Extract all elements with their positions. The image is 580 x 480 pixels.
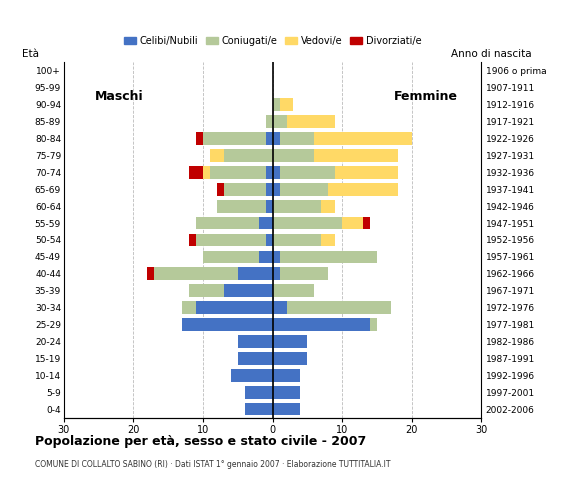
Bar bbox=[342, 217, 363, 229]
Bar bbox=[238, 352, 273, 365]
Bar bbox=[196, 301, 273, 314]
Bar bbox=[280, 251, 377, 263]
Bar bbox=[273, 115, 287, 128]
Bar bbox=[182, 318, 273, 331]
Bar bbox=[370, 318, 377, 331]
Bar bbox=[266, 234, 273, 246]
Bar bbox=[217, 183, 224, 196]
Bar bbox=[266, 132, 273, 145]
Bar bbox=[266, 200, 273, 213]
Bar bbox=[224, 183, 266, 196]
Bar bbox=[280, 183, 328, 196]
Bar bbox=[321, 234, 335, 246]
Bar bbox=[280, 98, 293, 111]
Bar bbox=[196, 132, 203, 145]
Bar bbox=[314, 132, 412, 145]
Bar bbox=[287, 115, 335, 128]
Bar bbox=[210, 149, 224, 162]
Bar bbox=[217, 200, 266, 213]
Bar bbox=[231, 369, 273, 382]
Text: Maschi: Maschi bbox=[95, 90, 144, 103]
Bar bbox=[273, 335, 307, 348]
Text: Femmine: Femmine bbox=[394, 90, 458, 103]
Bar bbox=[224, 149, 273, 162]
Bar bbox=[328, 183, 398, 196]
Bar bbox=[273, 369, 300, 382]
Bar bbox=[154, 267, 238, 280]
Bar bbox=[273, 166, 280, 179]
Bar bbox=[203, 251, 259, 263]
Bar bbox=[273, 98, 280, 111]
Bar bbox=[363, 217, 370, 229]
Bar bbox=[280, 267, 328, 280]
Bar bbox=[266, 115, 273, 128]
Bar bbox=[238, 267, 273, 280]
Bar bbox=[266, 183, 273, 196]
Bar bbox=[224, 284, 273, 297]
Bar bbox=[147, 267, 154, 280]
Bar bbox=[189, 166, 203, 179]
Bar bbox=[273, 352, 307, 365]
Bar bbox=[280, 132, 314, 145]
Bar bbox=[238, 335, 273, 348]
Bar bbox=[189, 284, 224, 297]
Bar bbox=[245, 386, 273, 398]
Bar bbox=[273, 149, 314, 162]
Bar bbox=[273, 318, 370, 331]
Bar bbox=[189, 234, 196, 246]
Bar bbox=[273, 132, 280, 145]
Text: Popolazione per età, sesso e stato civile - 2007: Popolazione per età, sesso e stato civil… bbox=[35, 435, 366, 448]
Text: Anno di nascita: Anno di nascita bbox=[451, 49, 531, 59]
Bar bbox=[273, 267, 280, 280]
Bar bbox=[203, 132, 266, 145]
Bar bbox=[273, 200, 321, 213]
Bar bbox=[321, 200, 335, 213]
Bar bbox=[273, 301, 287, 314]
Bar bbox=[273, 234, 321, 246]
Bar bbox=[287, 301, 391, 314]
Bar bbox=[314, 149, 398, 162]
Bar bbox=[259, 217, 273, 229]
Bar bbox=[196, 234, 266, 246]
Bar bbox=[273, 403, 300, 416]
Bar bbox=[210, 166, 266, 179]
Bar bbox=[273, 284, 314, 297]
Bar bbox=[182, 301, 196, 314]
Text: COMUNE DI COLLALTO SABINO (RI) · Dati ISTAT 1° gennaio 2007 · Elaborazione TUTTI: COMUNE DI COLLALTO SABINO (RI) · Dati IS… bbox=[35, 460, 390, 469]
Bar bbox=[280, 166, 335, 179]
Bar bbox=[273, 251, 280, 263]
Bar bbox=[245, 403, 273, 416]
Bar bbox=[273, 386, 300, 398]
Bar bbox=[273, 217, 342, 229]
Text: Età: Età bbox=[22, 49, 39, 59]
Bar bbox=[335, 166, 398, 179]
Bar bbox=[273, 183, 280, 196]
Bar bbox=[259, 251, 273, 263]
Bar bbox=[266, 166, 273, 179]
Bar bbox=[203, 166, 210, 179]
Bar bbox=[196, 217, 259, 229]
Legend: Celibi/Nubili, Coniugati/e, Vedovi/e, Divorziati/e: Celibi/Nubili, Coniugati/e, Vedovi/e, Di… bbox=[120, 32, 425, 49]
